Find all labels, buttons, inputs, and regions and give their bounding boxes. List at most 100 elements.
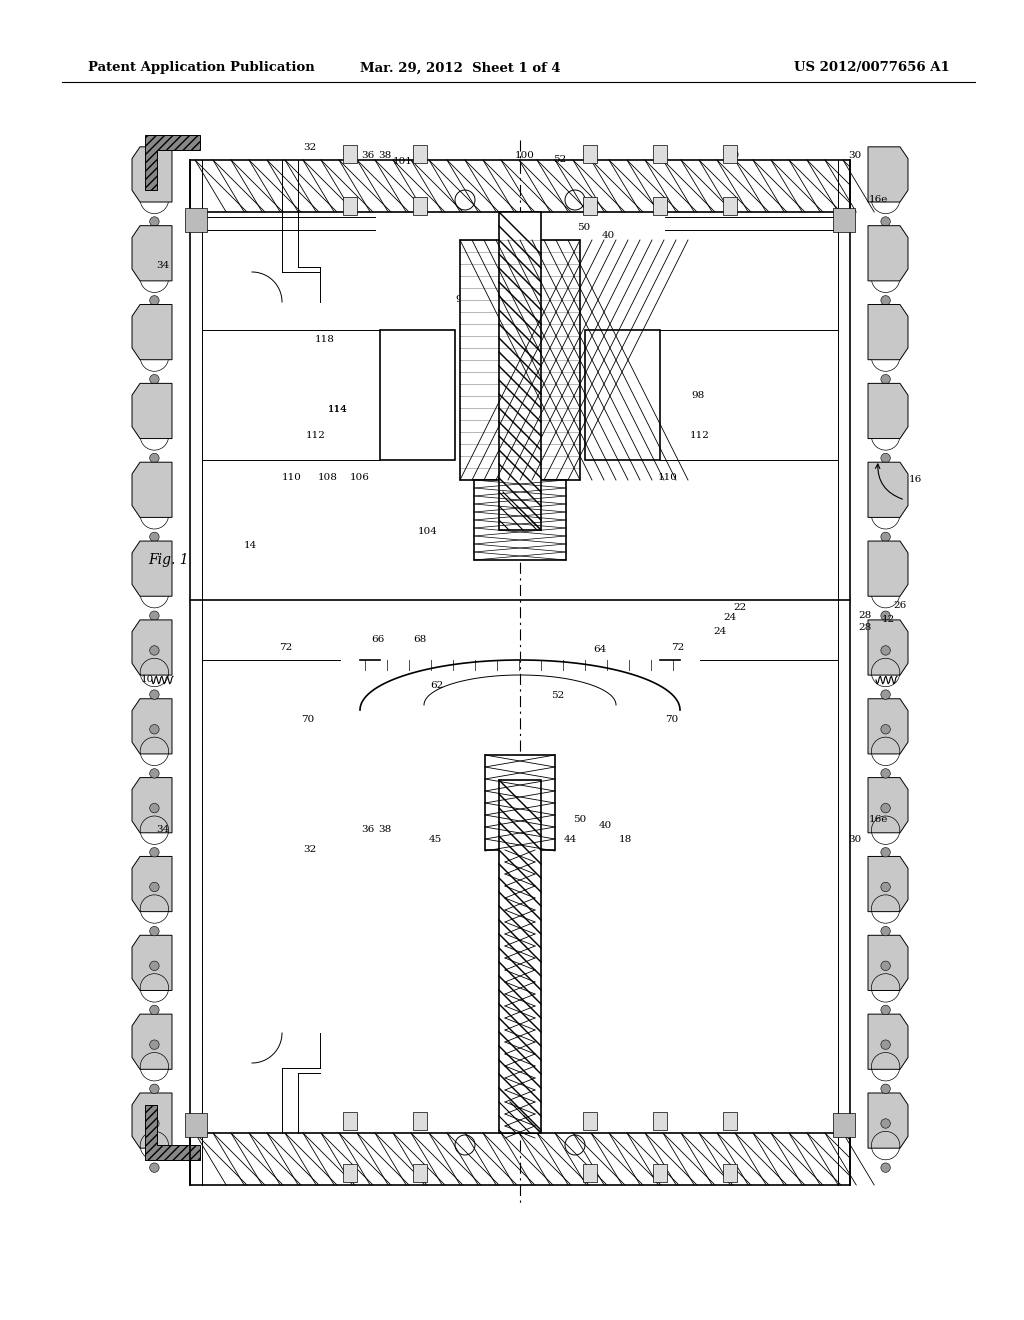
Circle shape <box>881 1084 890 1093</box>
Circle shape <box>150 173 159 182</box>
Text: Mar. 29, 2012  Sheet 1 of 4: Mar. 29, 2012 Sheet 1 of 4 <box>359 62 560 74</box>
Text: 38: 38 <box>379 150 391 160</box>
Bar <box>185 1113 207 1137</box>
Text: 54: 54 <box>539 264 552 272</box>
Circle shape <box>150 566 159 577</box>
Bar <box>343 197 357 215</box>
Circle shape <box>150 488 159 498</box>
Bar <box>499 213 541 531</box>
Circle shape <box>881 690 890 700</box>
Circle shape <box>150 847 159 857</box>
Circle shape <box>150 1119 159 1129</box>
Circle shape <box>150 1084 159 1093</box>
Circle shape <box>881 330 890 339</box>
Text: 70: 70 <box>301 715 314 725</box>
Text: 52: 52 <box>553 156 566 165</box>
Bar <box>413 1164 427 1181</box>
Circle shape <box>881 847 890 857</box>
Polygon shape <box>132 462 172 517</box>
Text: 16e: 16e <box>868 195 888 205</box>
Text: 30: 30 <box>848 150 861 160</box>
Polygon shape <box>145 1105 200 1160</box>
Text: 24: 24 <box>714 627 727 636</box>
Bar <box>833 209 855 232</box>
Polygon shape <box>132 1093 172 1148</box>
Polygon shape <box>868 777 908 833</box>
Polygon shape <box>132 305 172 360</box>
Text: 102: 102 <box>545 486 565 495</box>
Circle shape <box>150 645 159 655</box>
Text: 34: 34 <box>157 260 170 269</box>
Bar <box>343 1164 357 1181</box>
Polygon shape <box>868 383 908 438</box>
Circle shape <box>150 961 159 970</box>
Bar <box>190 1133 850 1185</box>
Circle shape <box>881 409 890 418</box>
Polygon shape <box>132 698 172 754</box>
Text: 18: 18 <box>618 836 632 845</box>
Text: 72: 72 <box>672 644 685 652</box>
Bar <box>583 1111 597 1130</box>
Polygon shape <box>868 305 908 360</box>
Polygon shape <box>132 383 172 438</box>
Text: US 2012/0077656 A1: US 2012/0077656 A1 <box>795 62 950 74</box>
Text: 100: 100 <box>515 150 535 160</box>
Circle shape <box>150 409 159 418</box>
Circle shape <box>881 1119 890 1129</box>
Polygon shape <box>868 541 908 597</box>
Text: 50: 50 <box>578 223 591 232</box>
Text: 34: 34 <box>157 825 170 834</box>
Circle shape <box>881 1006 890 1015</box>
Circle shape <box>881 927 890 936</box>
Circle shape <box>881 804 890 813</box>
Text: 54: 54 <box>540 836 553 845</box>
Text: 32: 32 <box>303 846 316 854</box>
Circle shape <box>881 173 890 182</box>
Circle shape <box>881 961 890 970</box>
Polygon shape <box>132 1014 172 1069</box>
Text: 50: 50 <box>573 816 587 825</box>
Polygon shape <box>132 857 172 912</box>
Circle shape <box>881 532 890 541</box>
Circle shape <box>150 882 159 892</box>
Polygon shape <box>868 1093 908 1148</box>
Text: 45: 45 <box>428 836 441 845</box>
Circle shape <box>150 725 159 734</box>
Text: 66: 66 <box>372 635 385 644</box>
Text: Patent Application Publication: Patent Application Publication <box>88 62 314 74</box>
Text: 36: 36 <box>361 825 375 834</box>
Circle shape <box>150 375 159 384</box>
Text: 98: 98 <box>691 391 705 400</box>
Bar <box>833 1113 855 1137</box>
Text: 30: 30 <box>848 836 861 845</box>
Text: 70: 70 <box>666 715 679 725</box>
Text: Fig. 1: Fig. 1 <box>148 553 188 568</box>
Text: 108: 108 <box>318 474 338 483</box>
Bar <box>505 850 535 1133</box>
Bar <box>380 330 455 459</box>
Text: 72: 72 <box>280 644 293 652</box>
Circle shape <box>881 488 890 498</box>
Text: 32: 32 <box>303 143 316 152</box>
Text: 96: 96 <box>456 296 469 305</box>
Polygon shape <box>868 462 908 517</box>
Circle shape <box>150 1040 159 1049</box>
Text: 20: 20 <box>726 150 739 160</box>
Text: 106: 106 <box>350 474 370 483</box>
Circle shape <box>881 1040 890 1049</box>
Text: 68: 68 <box>414 635 427 644</box>
Polygon shape <box>132 620 172 675</box>
Bar <box>460 240 580 480</box>
Polygon shape <box>868 1014 908 1069</box>
Circle shape <box>150 1006 159 1015</box>
Bar <box>583 197 597 215</box>
Circle shape <box>881 453 890 463</box>
Bar <box>653 197 667 215</box>
FancyArrowPatch shape <box>876 465 902 499</box>
Bar <box>413 145 427 162</box>
Text: 62: 62 <box>430 681 443 689</box>
Polygon shape <box>868 226 908 281</box>
Circle shape <box>150 611 159 620</box>
Text: 16e: 16e <box>868 816 888 825</box>
Bar <box>343 145 357 162</box>
